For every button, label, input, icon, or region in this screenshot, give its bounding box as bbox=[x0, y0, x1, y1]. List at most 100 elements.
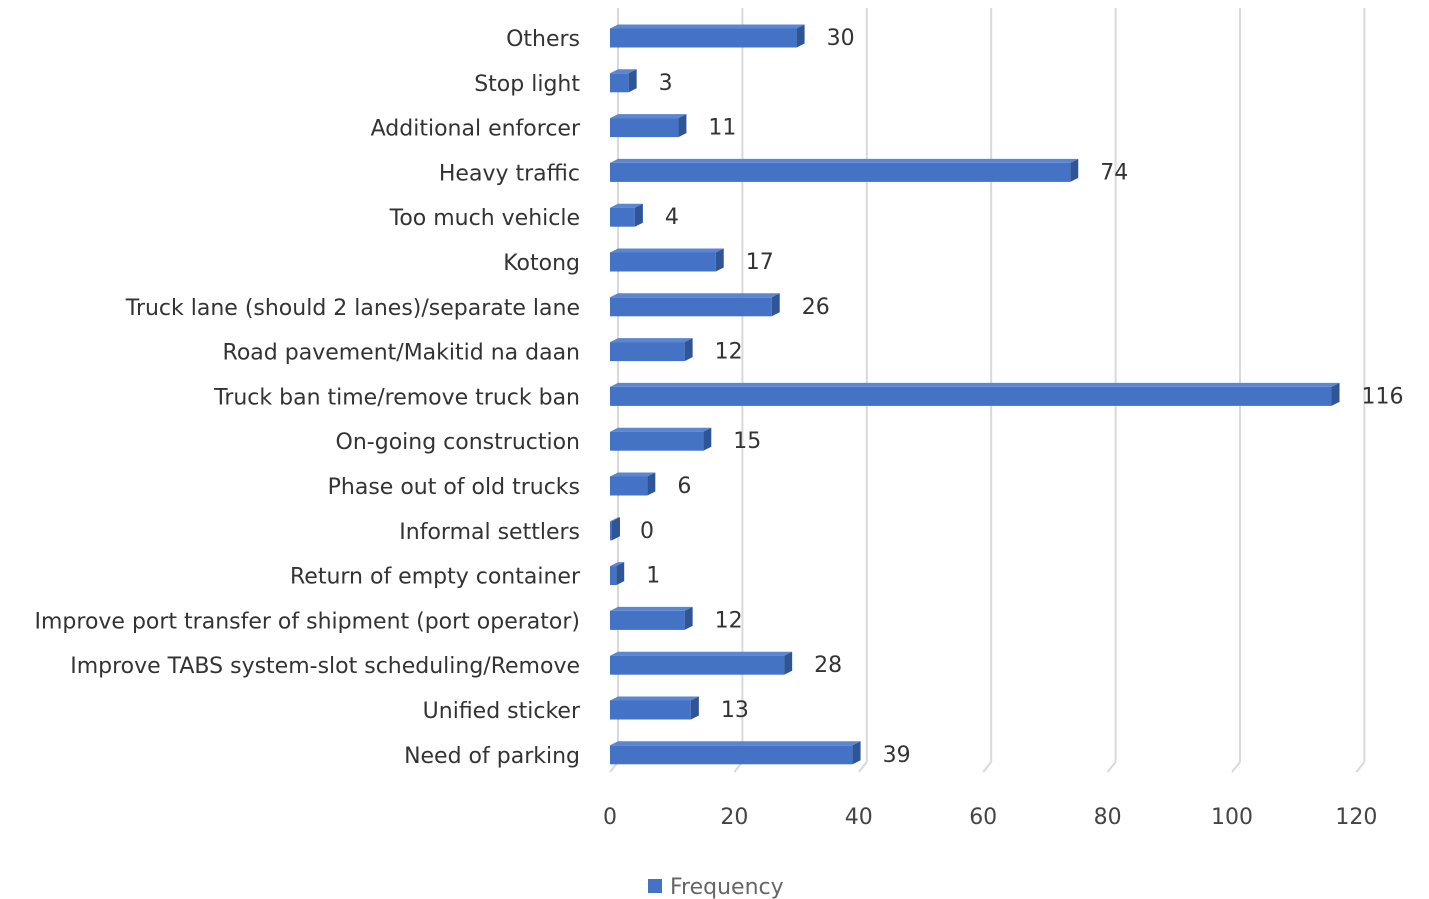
legend-label: Frequency bbox=[670, 875, 784, 899]
bar-top-face bbox=[610, 741, 861, 746]
data-label: 116 bbox=[1362, 384, 1404, 409]
category-label: On-going construction bbox=[336, 430, 580, 455]
bar bbox=[610, 158, 1079, 182]
x-tick-label: 100 bbox=[1211, 805, 1253, 830]
bar-front-face bbox=[610, 28, 797, 48]
category-label: Phase out of old trucks bbox=[328, 475, 580, 500]
bar bbox=[610, 517, 620, 541]
bar-top-face bbox=[610, 248, 724, 253]
data-label: 3 bbox=[659, 71, 673, 96]
bar bbox=[610, 338, 693, 362]
bar-front-face bbox=[610, 521, 612, 541]
category-label: Informal settlers bbox=[399, 520, 580, 545]
category-label: Additional enforcer bbox=[371, 117, 581, 142]
bar bbox=[610, 114, 687, 138]
bar-front-face bbox=[610, 297, 772, 317]
bar-top-face bbox=[610, 427, 712, 432]
gridline-foot bbox=[1231, 761, 1241, 773]
bar bbox=[610, 696, 699, 720]
bar-front-face bbox=[610, 252, 716, 272]
category-label: Return of empty container bbox=[290, 565, 581, 590]
gridline-foot bbox=[1106, 761, 1117, 773]
data-label: 17 bbox=[746, 250, 774, 275]
bar-side-face bbox=[616, 562, 625, 586]
bar-side-face bbox=[647, 472, 656, 496]
bar bbox=[610, 382, 1340, 406]
bar-side-face bbox=[628, 69, 637, 93]
bar-front-face bbox=[610, 342, 685, 362]
bars bbox=[610, 24, 1340, 765]
bar-side-face bbox=[634, 203, 643, 227]
bar-top-face bbox=[610, 517, 620, 522]
bar-side-face bbox=[684, 606, 693, 630]
x-tick-label: 40 bbox=[845, 805, 873, 830]
data-label: 1 bbox=[646, 564, 660, 589]
bar-side-face bbox=[784, 651, 793, 675]
bar-front-face bbox=[610, 73, 629, 93]
data-label: 74 bbox=[1100, 160, 1128, 185]
x-axis-ticks: 0 20 40 60 80 100 120 bbox=[603, 805, 1377, 830]
bar bbox=[610, 741, 861, 765]
bar-top-face bbox=[610, 651, 793, 656]
category-label: Truck lane (should 2 lanes)/separate lan… bbox=[125, 296, 580, 321]
gridline-foot bbox=[982, 761, 992, 773]
category-label: Too much vehicle bbox=[389, 206, 580, 231]
category-label: Improve port transfer of shipment (port … bbox=[35, 609, 581, 634]
category-label: Others bbox=[506, 27, 580, 52]
bar-front-face bbox=[610, 207, 635, 227]
x-tick-label: 60 bbox=[969, 805, 997, 830]
bar-top-face bbox=[610, 338, 693, 343]
value-labels: 30 3 11 74 4 17 26 12 116 15 60 1 12 28 13 39 bbox=[640, 26, 1404, 768]
bar-side-face bbox=[612, 517, 620, 541]
bar-front-face bbox=[610, 745, 853, 765]
data-label: 12 bbox=[715, 608, 743, 633]
bar bbox=[610, 472, 656, 496]
bar-front-face bbox=[610, 118, 679, 138]
data-label: 6 bbox=[677, 474, 691, 499]
legend-swatch bbox=[648, 879, 662, 893]
legend: Frequency bbox=[648, 875, 784, 899]
category-label: Improve TABS system-slot scheduling/Remo… bbox=[70, 654, 580, 679]
x-tick-label: 20 bbox=[720, 805, 748, 830]
bar bbox=[610, 562, 625, 586]
bar-top-face bbox=[610, 382, 1340, 387]
bar-side-face bbox=[796, 24, 805, 48]
category-labels: Others Stop light Additional enforcer Heavy… bbox=[35, 27, 581, 769]
bar-top-face bbox=[610, 114, 687, 119]
bar-side-face bbox=[684, 338, 693, 362]
bar bbox=[610, 69, 637, 93]
gridline-foot bbox=[858, 761, 868, 773]
bar-side-face bbox=[690, 696, 699, 720]
data-label: 11 bbox=[708, 116, 736, 141]
x-tick-label: 0 bbox=[603, 805, 617, 830]
data-label: 12 bbox=[715, 340, 743, 365]
bar-top-face bbox=[610, 203, 643, 208]
bar-side-face bbox=[1331, 382, 1340, 406]
bar-top-face bbox=[610, 24, 805, 29]
bar-top-face bbox=[610, 69, 637, 74]
data-label: 30 bbox=[827, 26, 855, 51]
x-tick-label: 120 bbox=[1335, 805, 1377, 830]
category-label: Stop light bbox=[474, 72, 580, 97]
bar bbox=[610, 24, 805, 48]
data-label: 28 bbox=[814, 653, 842, 678]
bar bbox=[610, 651, 793, 675]
bar-top-face bbox=[610, 606, 693, 611]
bar-top-face bbox=[610, 562, 625, 567]
bar-side-face bbox=[1070, 158, 1079, 182]
data-label: 15 bbox=[733, 429, 761, 454]
bar-side-face bbox=[852, 741, 861, 765]
category-label: Truck ban time/remove truck ban bbox=[213, 385, 580, 410]
bar-top-face bbox=[610, 158, 1079, 163]
data-label: 4 bbox=[665, 205, 679, 230]
bar-front-face bbox=[610, 431, 704, 451]
bar-side-face bbox=[703, 427, 712, 451]
bar-top-face bbox=[610, 293, 780, 298]
category-label: Kotong bbox=[503, 251, 580, 276]
bar bbox=[610, 248, 724, 272]
bar-side-face bbox=[678, 114, 687, 138]
data-label: 0 bbox=[640, 519, 654, 544]
category-label: Road pavement/Makitid na daan bbox=[223, 341, 580, 366]
bar-top-face bbox=[610, 472, 656, 477]
